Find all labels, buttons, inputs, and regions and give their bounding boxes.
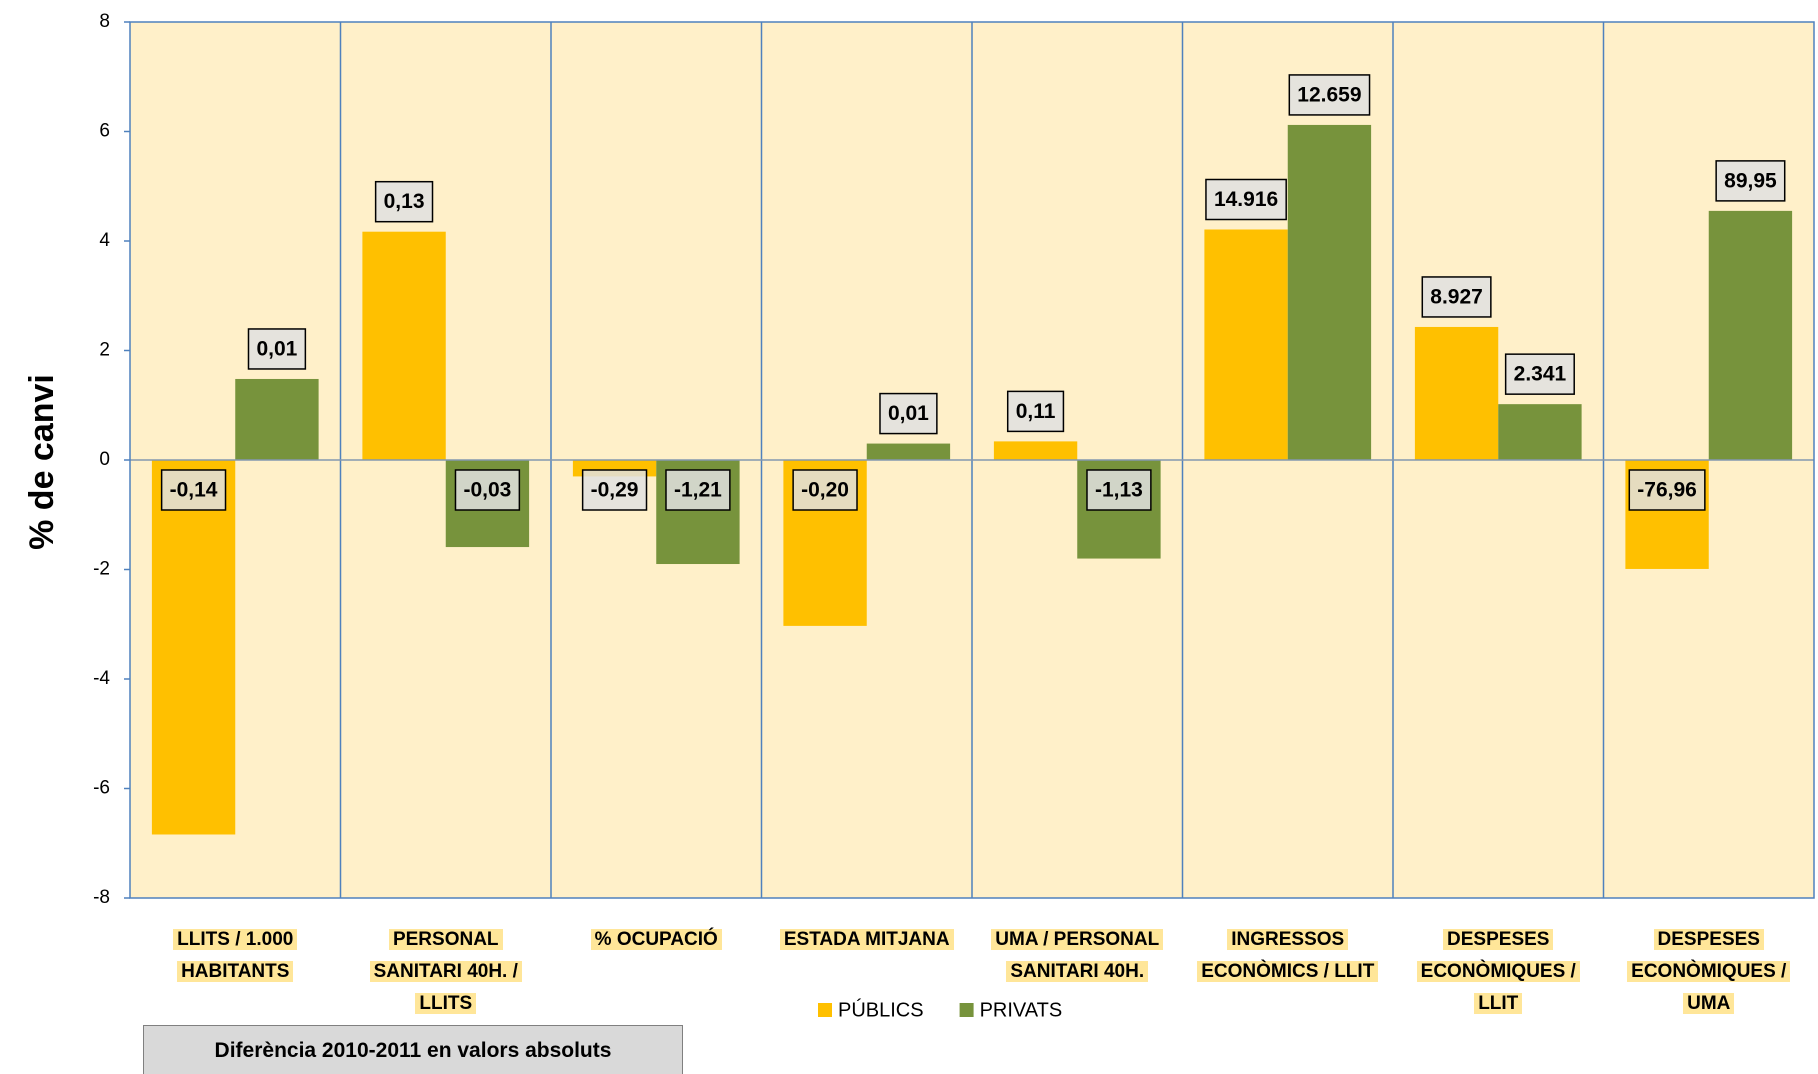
difference-box (1504, 353, 1575, 395)
bar (235, 378, 319, 460)
difference-label: 2.341 (1504, 353, 1575, 395)
bar (1204, 229, 1288, 460)
difference-box (1205, 178, 1287, 221)
difference-box (1421, 276, 1492, 318)
y-tick-label: 0 (99, 449, 110, 470)
difference-text: -76,96 (1637, 479, 1697, 502)
y-tick-label: 2 (99, 340, 110, 361)
difference-text: 0,01 (256, 338, 297, 361)
difference-text: -0,03 (463, 479, 511, 502)
x-tick-text: UMA / PERSONAL SANITARI 40H. (991, 929, 1164, 982)
difference-label: 0,11 (1006, 390, 1065, 433)
difference-label: -0,14 (160, 469, 227, 511)
difference-box (1628, 469, 1706, 511)
y-tick-label: -6 (93, 778, 110, 799)
difference-text: 0,13 (384, 190, 425, 213)
x-tick-label: LLITS / 1.000 HABITANTS (134, 924, 337, 988)
difference-text: -0,20 (801, 479, 849, 502)
difference-label: -1,21 (665, 469, 731, 511)
bar (1498, 404, 1582, 460)
y-tick-label: 4 (99, 230, 110, 251)
difference-box (792, 469, 858, 511)
difference-box (581, 469, 648, 511)
x-tick-label: INGRESSOS ECONÒMICS / LLIT (1187, 924, 1390, 988)
difference-label: -0,20 (792, 469, 858, 511)
legend-swatch (959, 1003, 974, 1017)
difference-text: 0,01 (888, 402, 929, 425)
y-tick-label: -4 (93, 668, 110, 689)
difference-label: 8.927 (1421, 276, 1492, 318)
x-tick-label: % OCUPACIÓ (555, 924, 758, 956)
y-tick-label: 6 (99, 121, 110, 142)
difference-box (247, 328, 307, 370)
difference-box (1086, 469, 1152, 511)
bar (1414, 326, 1499, 460)
x-tick-text: DESPESES ECONÒMIQUES / LLIT (1416, 929, 1580, 1014)
difference-label: 14.916 (1205, 178, 1287, 221)
y-tick-label: 8 (99, 11, 110, 32)
x-tick-text: LLITS / 1.000 HABITANTS (173, 929, 298, 982)
difference-text: -1,21 (674, 479, 722, 502)
bar (151, 460, 236, 835)
x-tick-text: DESPESES ECONÒMIQUES / UMA (1627, 929, 1791, 1014)
difference-label: -0,29 (581, 469, 648, 511)
difference-box (1006, 390, 1065, 433)
x-tick-text: INGRESSOS ECONÒMICS / LLIT (1197, 929, 1379, 982)
difference-box (665, 469, 731, 511)
difference-label: 89,95 (1715, 160, 1786, 202)
x-tick-label: ESTADA MITJANA (766, 924, 969, 956)
bar (1287, 124, 1372, 461)
x-tick-text: PERSONAL SANITARI 40H. / LLITS (369, 929, 522, 1014)
x-tick-text: % OCUPACIÓ (590, 929, 722, 950)
plot-border (129, 21, 1815, 899)
x-tick-label: PERSONAL SANITARI 40H. / LLITS (345, 924, 548, 1020)
x-tick-text: ESTADA MITJANA (779, 929, 954, 950)
difference-text: -0,29 (591, 479, 639, 502)
annotation: Diferència 2010-2011 en valors absoluts (143, 1025, 683, 1074)
difference-box (160, 469, 227, 511)
bar (362, 231, 446, 460)
legend-swatch (818, 1003, 832, 1017)
difference-box (1715, 160, 1786, 202)
difference-text: 8.927 (1430, 286, 1483, 309)
difference-label: -76,96 (1628, 469, 1706, 511)
difference-text: -1,13 (1095, 479, 1143, 502)
difference-label: -1,13 (1086, 469, 1152, 511)
difference-box (1288, 74, 1371, 116)
difference-text: 14.916 (1214, 188, 1278, 211)
difference-box (374, 180, 434, 223)
y-tick-label: -2 (93, 559, 110, 580)
y-axis-title: % de canvi (23, 374, 61, 550)
difference-label: 0,13 (374, 180, 434, 223)
x-tick-label: DESPESES ECONÒMIQUES / LLIT (1397, 924, 1600, 1020)
difference-text: 2.341 (1514, 363, 1567, 386)
y-tick-label: -8 (93, 887, 110, 908)
legend-label: PÚBLICS (838, 998, 924, 1021)
difference-text: 12.659 (1297, 83, 1361, 106)
difference-text: -0,14 (170, 479, 218, 502)
bar (1708, 210, 1793, 460)
difference-box (879, 392, 938, 435)
bar (866, 443, 951, 460)
difference-label: 0,01 (879, 392, 938, 435)
difference-label: 12.659 (1288, 74, 1371, 116)
difference-label: 0,01 (247, 328, 307, 370)
x-tick-label: DESPESES ECONÒMIQUES / UMA (1608, 924, 1811, 1020)
x-tick-label: UMA / PERSONAL SANITARI 40H. (976, 924, 1179, 988)
difference-label: -0,03 (454, 469, 521, 511)
bar (993, 441, 1078, 460)
difference-box (454, 469, 521, 511)
difference-text: 89,95 (1724, 169, 1777, 192)
difference-text: 0,11 (1016, 400, 1056, 423)
legend-label: PRIVATS (980, 999, 1063, 1021)
